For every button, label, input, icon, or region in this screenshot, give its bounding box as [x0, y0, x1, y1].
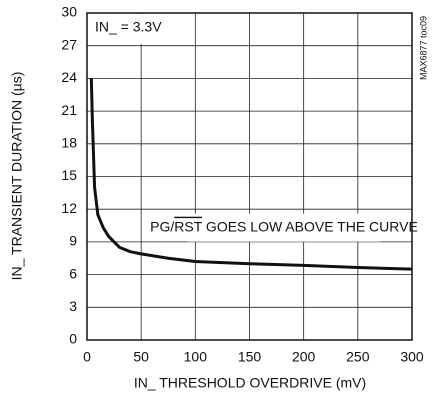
y-tick-label: 9	[69, 233, 77, 249]
annotation-part: PG/	[150, 218, 174, 234]
y-tick-label: 6	[69, 265, 77, 281]
label-background	[88, 14, 170, 44]
plot-frame	[86, 12, 413, 341]
y-tick-label: 15	[61, 167, 77, 183]
line	[89, 78, 413, 271]
y-tick-label: 24	[61, 69, 77, 85]
figure-id: MAX6877 toc09	[418, 16, 428, 80]
annotation-part: GOES LOW ABOVE THE CURVE	[202, 218, 418, 234]
annotation-part: RST	[174, 218, 202, 234]
condition-label: IN_ = 3.3V	[95, 19, 162, 35]
x-tick-label: 150	[238, 349, 262, 365]
x-axis-label: IN_ THRESHOLD OVERDRIVE (mV)	[134, 375, 366, 391]
y-axis-label: IN_ TRANSIENT DURATION (µs)	[9, 72, 25, 281]
y-tick-label: 30	[61, 4, 77, 20]
x-tick-label: 250	[346, 349, 370, 365]
y-tick-label: 0	[69, 331, 77, 347]
x-tick-label: 50	[133, 349, 149, 365]
annotation: PG/RST GOES LOW ABOVE THE CURVE	[150, 218, 418, 234]
y-tick-label: 12	[61, 200, 77, 216]
x-tick-label: 100	[184, 349, 208, 365]
y-tick-label: 27	[61, 36, 77, 52]
x-tick-label: 300	[400, 349, 424, 365]
x-tick-label: 200	[292, 349, 316, 365]
x-tick-label: 0	[83, 349, 91, 365]
label-background	[188, 213, 380, 242]
y-tick-label: 18	[61, 135, 77, 151]
y-tick-label: 3	[69, 298, 77, 314]
y-tick-label: 21	[61, 102, 77, 118]
